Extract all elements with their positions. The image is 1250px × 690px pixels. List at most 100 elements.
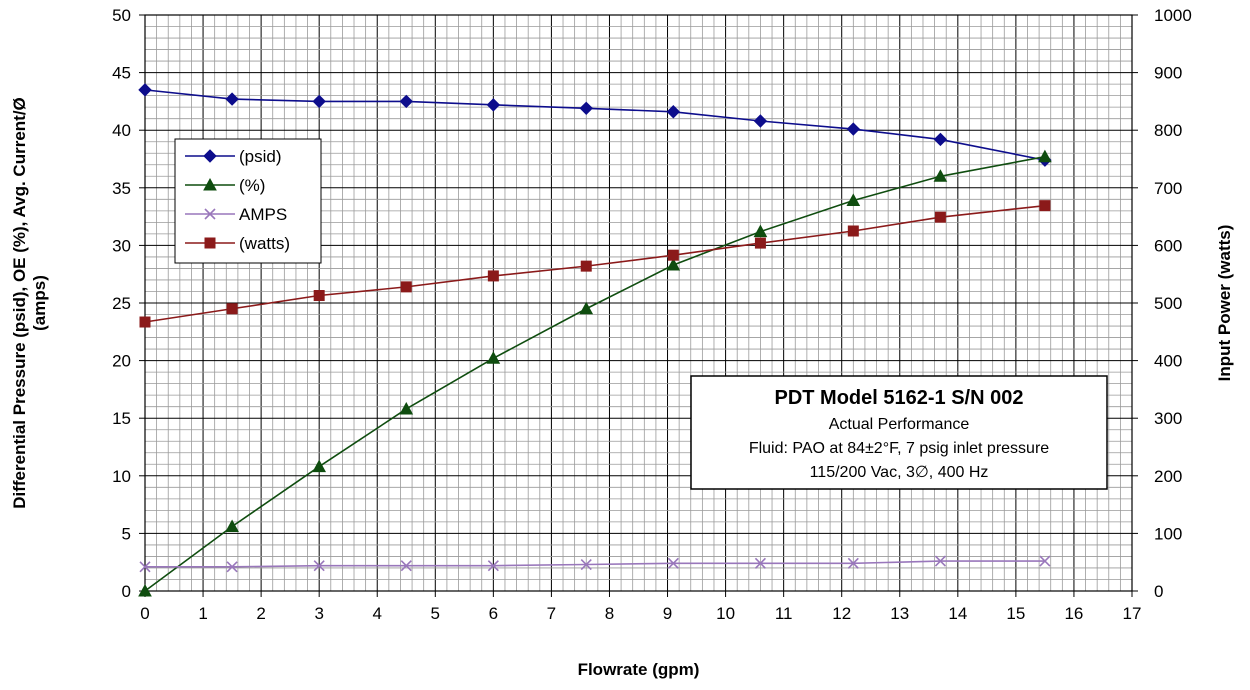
x-tick-label: 17 xyxy=(1123,604,1142,623)
data-point xyxy=(313,290,325,302)
x-tick-label: 11 xyxy=(775,604,793,623)
data-point xyxy=(1038,149,1052,163)
data-point xyxy=(225,92,239,106)
y-tick-label: 45 xyxy=(112,64,131,83)
y-tick-label: 30 xyxy=(112,236,131,255)
x-tick-label: 8 xyxy=(605,604,614,623)
legend-item: (psid) xyxy=(185,147,282,166)
y-axis-title: Differential Pressure (psid), OE (%), Av… xyxy=(10,97,29,509)
x-tick-label: 4 xyxy=(373,604,382,623)
legend-label: (psid) xyxy=(239,147,282,166)
x-marker-stroke xyxy=(667,557,679,569)
data-point xyxy=(400,560,412,572)
data-point xyxy=(486,351,501,364)
x-tick-label: 7 xyxy=(547,604,556,623)
x-marker-stroke xyxy=(226,561,238,573)
y2-tick-label: 500 xyxy=(1154,294,1182,313)
data-point xyxy=(579,101,593,116)
data-point xyxy=(138,83,152,97)
x-marker-stroke xyxy=(400,560,412,572)
y2-tick-label: 900 xyxy=(1154,64,1182,83)
data-point xyxy=(487,270,499,282)
y2-axis-title: Input Power (watts) xyxy=(1215,225,1234,382)
data-point xyxy=(225,519,239,532)
x-marker-stroke xyxy=(934,555,946,567)
x-marker-stroke xyxy=(204,208,216,220)
data-point xyxy=(753,224,768,238)
legend-label: (watts) xyxy=(239,234,290,253)
y2-tick-label: 700 xyxy=(1154,179,1182,198)
legend-item: (watts) xyxy=(185,234,290,253)
legend-label: AMPS xyxy=(239,205,287,224)
y-tick-label: 15 xyxy=(112,409,131,428)
annotation-frame xyxy=(690,375,1108,490)
x-tick-label: 12 xyxy=(832,604,851,623)
data-point xyxy=(400,281,412,293)
y-tick-label: 20 xyxy=(112,352,131,371)
x-marker-stroke xyxy=(1039,555,1051,567)
x-tick-label: 0 xyxy=(140,604,149,623)
data-point xyxy=(226,303,238,315)
data-point xyxy=(313,560,325,572)
annotation-line: Actual Performance xyxy=(829,416,970,433)
x-tick-label: 3 xyxy=(314,604,323,623)
y2-tick-label: 200 xyxy=(1154,467,1182,486)
data-point xyxy=(580,558,592,571)
annotation-line: 115/200 Vac, 3∅, 400 Hz xyxy=(810,464,989,481)
data-point xyxy=(580,260,592,272)
y2-tick-label: 0 xyxy=(1154,582,1163,601)
x-marker-stroke xyxy=(313,560,325,572)
data-point xyxy=(312,94,326,109)
series-line-amps xyxy=(145,560,1045,568)
data-point xyxy=(579,301,594,315)
x-tick-label: 9 xyxy=(663,604,672,623)
x-marker-stroke xyxy=(139,561,151,573)
data-point xyxy=(934,555,946,567)
data-point xyxy=(399,401,414,415)
data-point xyxy=(1039,200,1051,212)
annotation-line: Fluid: PAO at 84±2°F, 7 psig inlet press… xyxy=(749,440,1049,457)
data-point xyxy=(933,132,948,147)
x-marker-stroke xyxy=(847,557,859,569)
data-point xyxy=(139,316,151,328)
series-watts xyxy=(139,200,1051,328)
data-point xyxy=(667,557,679,569)
data-point xyxy=(139,561,151,573)
legend-item: (%) xyxy=(185,176,265,195)
annotation-box: PDT Model 5162-1 S/N 002 Actual Performa… xyxy=(690,375,1108,490)
data-point xyxy=(486,98,501,112)
legend-marker xyxy=(204,208,216,220)
legend-marker xyxy=(204,237,216,249)
data-point xyxy=(846,193,861,206)
y2-tick-label: 600 xyxy=(1154,236,1182,255)
y-tick-label: 35 xyxy=(112,179,131,198)
y2-tick-label: 300 xyxy=(1154,409,1182,428)
x-tick-label: 16 xyxy=(1064,604,1083,623)
data-point xyxy=(666,257,681,271)
x-tick-label: 2 xyxy=(256,604,265,623)
x-tick-label: 1 xyxy=(198,604,207,623)
series-series xyxy=(138,149,1052,597)
x-tick-label: 5 xyxy=(431,604,440,623)
x-tick-label: 14 xyxy=(948,604,967,623)
x-tick-label: 13 xyxy=(890,604,909,623)
y-tick-label: 0 xyxy=(122,582,131,601)
x-tick-label: 15 xyxy=(1006,604,1025,623)
data-point xyxy=(1039,555,1051,567)
x-axis-title: Flowrate (gpm) xyxy=(578,660,700,679)
data-point xyxy=(754,237,766,249)
x-marker-stroke xyxy=(580,558,592,571)
data-point xyxy=(754,557,766,569)
series-layer xyxy=(138,83,1052,597)
data-point xyxy=(753,114,768,128)
data-point xyxy=(933,169,948,182)
y-tick-label: 25 xyxy=(112,294,131,313)
data-point xyxy=(138,583,152,597)
data-point xyxy=(487,560,499,572)
y2-tick-label: 800 xyxy=(1154,121,1182,140)
axes: 0 1 2 3 4 5 6 7 8 9 10 11 12 13 14 15 16 1705101520253035… xyxy=(112,6,1192,623)
y-tick-label: 5 xyxy=(122,524,131,543)
x-tick-label: 10 xyxy=(716,604,735,623)
x-marker-stroke xyxy=(487,560,499,572)
